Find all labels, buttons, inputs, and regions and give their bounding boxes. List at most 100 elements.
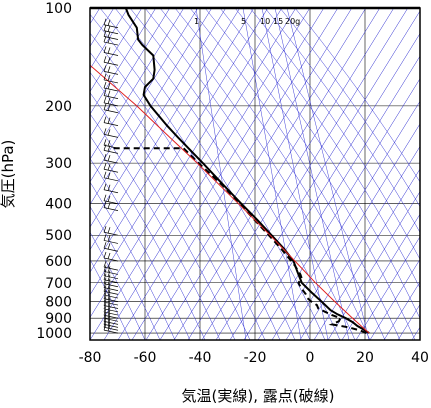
mixing-ratio-label: 10 xyxy=(260,17,270,26)
dry-adiabat-line xyxy=(189,8,401,340)
dry-adiabat-line xyxy=(264,8,420,233)
wind-barb-staff xyxy=(103,294,119,299)
wind-barb-flag xyxy=(103,277,107,284)
wind-barb-staff xyxy=(103,71,119,75)
wind-barb-flag xyxy=(107,57,111,64)
isotherm-line xyxy=(327,191,420,340)
wind-barb-staff xyxy=(103,231,119,236)
isotherm-line xyxy=(285,123,420,340)
isotherm-line xyxy=(355,236,420,340)
wind-barb-staff xyxy=(103,102,119,107)
wind-barb-flag xyxy=(103,81,107,89)
mixing-ratio-label: 20g xyxy=(285,17,300,26)
wind-barb-staff xyxy=(103,291,119,295)
dry-adiabat-line xyxy=(159,8,371,340)
wind-barb-flag xyxy=(103,183,107,190)
isotherm-line xyxy=(90,8,283,318)
wind-barb-flag xyxy=(107,270,111,277)
wind-barb-staff xyxy=(103,24,119,29)
wind-barb-staff xyxy=(103,150,119,154)
isotherm-line xyxy=(90,8,297,340)
wind-barb-flag xyxy=(107,286,111,293)
isotherm-line xyxy=(159,8,367,340)
wind-barb-flag xyxy=(103,273,107,280)
dry-adiabat-line xyxy=(234,8,420,289)
isotherm-line xyxy=(103,8,311,340)
y-tick-label: 200 xyxy=(45,99,72,115)
isotherm-line xyxy=(299,145,420,340)
wind-barb-staff xyxy=(103,326,119,331)
wind-barb-staff xyxy=(103,144,119,149)
wind-barb-staff xyxy=(103,122,119,126)
wind-barb-flag xyxy=(103,163,107,170)
wind-barb-flag xyxy=(103,194,107,201)
wind-barb-staff xyxy=(103,159,119,164)
wind-barb-flag xyxy=(107,117,111,124)
wind-barb-flag xyxy=(103,292,107,299)
wind-barb-staff xyxy=(103,283,119,288)
wind-barb-staff xyxy=(103,177,119,182)
dry-adiabat-line xyxy=(90,135,206,340)
isotherm-line xyxy=(187,8,395,340)
wind-barb-flag xyxy=(107,266,111,273)
wind-barb-flag xyxy=(107,90,111,97)
dry-adiabat-line xyxy=(90,32,281,340)
x-tick-label: 0 xyxy=(306,350,315,366)
wind-barb-staff xyxy=(103,247,119,252)
wind-barb-staff xyxy=(103,257,119,262)
isotherm-line xyxy=(313,168,420,340)
wind-barb-flag xyxy=(107,261,111,269)
isotherm-line xyxy=(90,8,199,183)
wind-barb-flag xyxy=(103,251,107,259)
wind-barb-staff xyxy=(103,240,119,244)
wind-barb-staff xyxy=(103,87,119,92)
isotherm-line xyxy=(215,10,420,340)
wind-barb-flag xyxy=(107,274,111,281)
x-axis-ticks: -80 -60 -40 -20 0 20 40 xyxy=(79,350,429,366)
wind-barb-staff xyxy=(103,168,119,173)
wind-barb-flag xyxy=(103,281,107,288)
wind-barb-flag xyxy=(103,103,107,110)
dry-adiabat-line xyxy=(99,8,311,340)
isotherm-line xyxy=(90,8,213,205)
dry-adiabat-line xyxy=(144,8,356,340)
wind-barb-flag xyxy=(103,128,107,135)
isotherm-line xyxy=(341,213,420,340)
dry-adiabat-line xyxy=(129,8,341,340)
wind-barb-staff xyxy=(103,52,119,56)
wind-barb-staff xyxy=(103,207,119,211)
wind-barb-staff xyxy=(103,287,119,291)
isotherm-line xyxy=(426,8,431,340)
mixing-ratio-line xyxy=(274,8,350,340)
wind-barb-flag xyxy=(107,82,111,90)
x-tick-label: -80 xyxy=(79,350,102,366)
isotherm-line xyxy=(243,55,420,340)
wind-barb-flag xyxy=(103,116,107,123)
dry-adiabat-line xyxy=(90,181,176,340)
wind-barb-staff xyxy=(103,30,119,35)
wind-barb-staff xyxy=(103,317,119,322)
wind-barb-flag xyxy=(107,25,111,32)
wind-barb-staff xyxy=(103,200,119,205)
wind-barb-staff xyxy=(103,134,119,138)
wind-barb-flag xyxy=(103,154,107,161)
isotherm-line xyxy=(271,100,420,340)
temperature-line xyxy=(124,8,370,334)
wind-barb-flag xyxy=(103,324,107,331)
y-tick-label: 500 xyxy=(45,228,72,244)
wind-barb-flag xyxy=(103,226,107,233)
x-axis-title: 気温(実線), 露点(破線) xyxy=(182,387,335,405)
wind-barb-flag xyxy=(107,195,111,202)
mixing-ratio-label: 1 xyxy=(194,17,199,26)
dry-adiabat-line xyxy=(90,92,236,340)
wind-barb-staff xyxy=(103,311,119,316)
wind-barb-flag xyxy=(103,46,107,53)
wind-barb-flag xyxy=(103,201,107,208)
wind-barb-flag xyxy=(103,73,107,81)
wind-barb-flag xyxy=(103,234,107,241)
isotherm-line xyxy=(369,258,420,340)
parcel-line xyxy=(90,64,370,334)
wind-barb-flag xyxy=(103,24,107,31)
